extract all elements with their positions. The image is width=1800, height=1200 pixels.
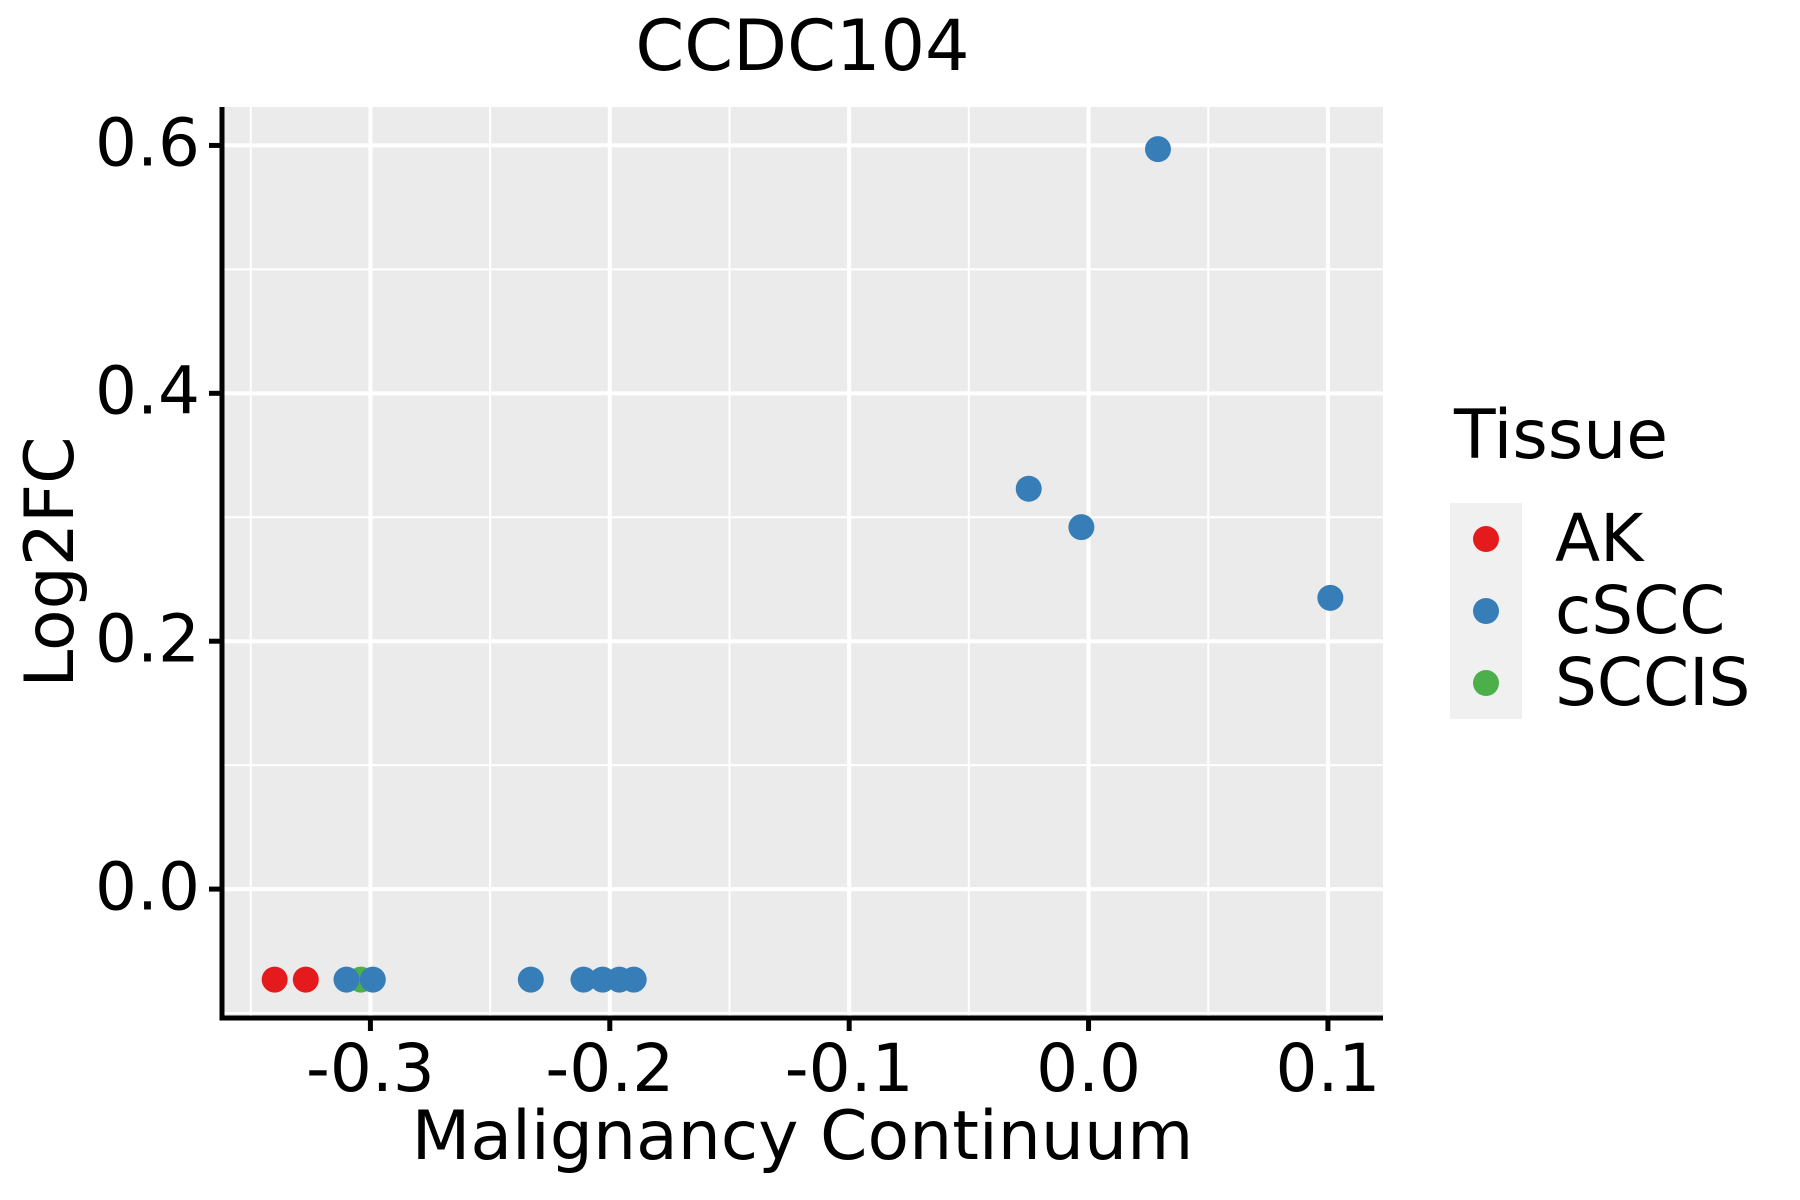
data-point-cSCC: [1144, 136, 1171, 163]
legend-label: SCCIS: [1555, 644, 1751, 721]
y-axis-title: Log2FC: [11, 436, 90, 688]
legend-key: [1450, 503, 1522, 575]
legend-entry-cSCC: cSCC: [1450, 575, 1750, 647]
x-axis-title: Malignancy Continuum: [411, 1097, 1194, 1176]
x-tick-label: -0.3: [306, 1030, 435, 1107]
data-point-cSCC: [517, 966, 544, 993]
legend-point-icon: [1473, 598, 1499, 624]
legend: Tissue AK cSCC SCCIS: [1450, 402, 1750, 719]
legend-key: [1450, 575, 1522, 647]
legend-entry-SCCIS: SCCIS: [1450, 647, 1750, 719]
y-tick-label: 0.4: [95, 352, 200, 430]
legend-point-icon: [1473, 526, 1499, 552]
legend-label: AK: [1555, 500, 1644, 577]
x-tick-label: -0.2: [545, 1030, 675, 1107]
y-tick-label: 0.0: [95, 848, 200, 926]
chart-title: CCDC104: [635, 5, 970, 87]
data-point-cSCC: [333, 966, 360, 993]
x-tick-label: -0.1: [784, 1030, 914, 1107]
data-point-AK: [261, 966, 288, 993]
legend-point-icon: [1473, 670, 1499, 696]
legend-key: [1450, 647, 1522, 719]
legend-entries: AK cSCC SCCIS: [1450, 503, 1750, 719]
legend-entry-AK: AK: [1450, 503, 1750, 575]
data-point-cSCC: [570, 966, 597, 993]
legend-label: cSCC: [1555, 572, 1726, 649]
panel-background: [222, 107, 1383, 1018]
x-tick-label: 0.0: [1036, 1030, 1142, 1107]
data-point-cSCC: [1317, 584, 1344, 611]
data-point-cSCC: [359, 966, 386, 993]
legend-title: Tissue: [1454, 396, 1669, 475]
data-point-cSCC: [1068, 514, 1095, 541]
y-tick-label: 0.2: [95, 600, 200, 678]
data-point-cSCC: [620, 966, 647, 993]
data-point-AK: [292, 966, 319, 993]
x-tick-label: 0.1: [1275, 1030, 1381, 1107]
y-tick-label: 0.6: [95, 105, 200, 183]
data-point-cSCC: [1015, 475, 1042, 502]
